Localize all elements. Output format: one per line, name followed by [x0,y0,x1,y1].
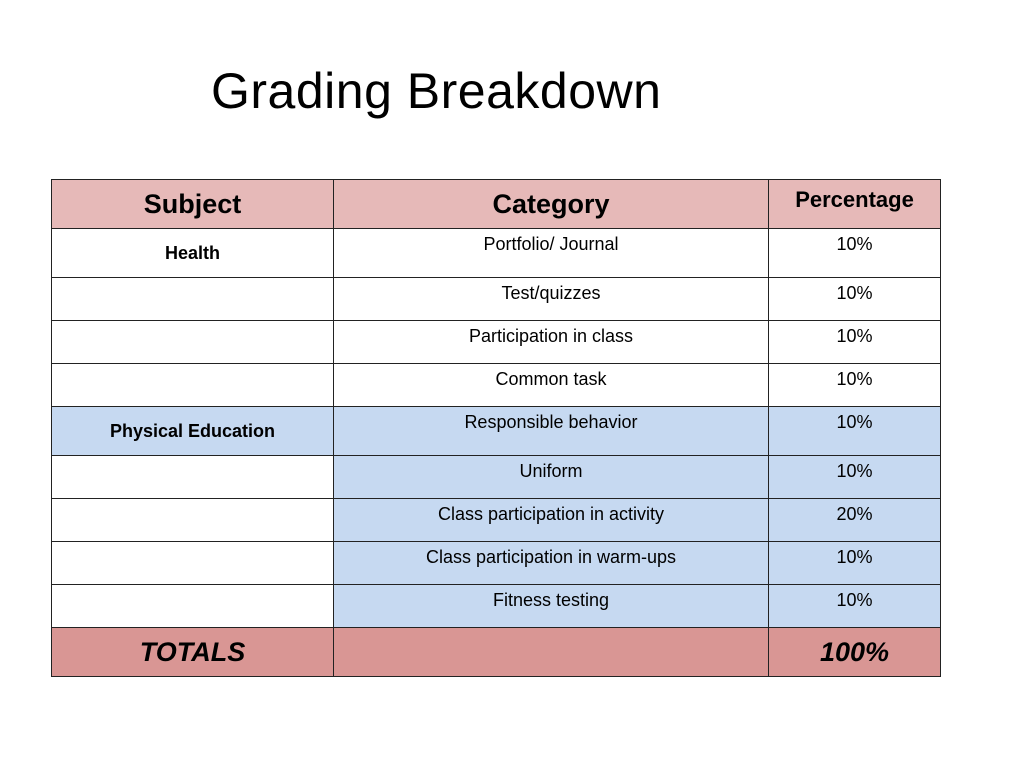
percentage-cell: 10% [768,455,941,499]
percentage-cell: 10% [768,320,941,364]
table-row: Test/quizzes 10% [51,277,941,321]
subject-cell [51,455,334,499]
table-row: Health Portfolio/ Journal 10% [51,228,941,278]
category-cell: Class participation in activity [333,498,769,542]
category-cell: Fitness testing [333,584,769,628]
table-row: Uniform 10% [51,455,941,499]
table-row: Fitness testing 10% [51,584,941,628]
category-cell: Responsible behavior [333,406,769,456]
totals-label: TOTALS [51,627,334,677]
category-cell: Participation in class [333,320,769,364]
subject-cell [51,320,334,364]
category-cell: Uniform [333,455,769,499]
header-percentage: Percentage [768,179,941,229]
header-category: Category [333,179,769,229]
totals-row: TOTALS 100% [51,627,941,677]
percentage-cell: 10% [768,228,941,278]
header-subject: Subject [51,179,334,229]
percentage-cell: 10% [768,541,941,585]
subject-cell [51,363,334,407]
table-row: Physical Education Responsible behavior … [51,406,941,456]
category-cell: Test/quizzes [333,277,769,321]
subject-cell [51,541,334,585]
percentage-cell: 10% [768,277,941,321]
category-cell: Common task [333,363,769,407]
percentage-cell: 10% [768,406,941,456]
totals-percentage: 100% [768,627,941,677]
category-cell: Class participation in warm-ups [333,541,769,585]
percentage-cell: 20% [768,498,941,542]
subject-cell: Health [51,228,334,278]
subject-cell [51,277,334,321]
subject-cell [51,498,334,542]
subject-cell: Physical Education [51,406,334,456]
page-title: Grading Breakdown [211,63,662,119]
grading-table: Subject Category Percentage Health Portf… [51,179,941,677]
table-row: Class participation in warm-ups 10% [51,541,941,585]
subject-cell [51,584,334,628]
percentage-cell: 10% [768,584,941,628]
table-row: Participation in class 10% [51,320,941,364]
category-cell: Portfolio/ Journal [333,228,769,278]
table-header-row: Subject Category Percentage [51,179,941,229]
table-row: Class participation in activity 20% [51,498,941,542]
totals-category [333,627,769,677]
table-row: Common task 10% [51,363,941,407]
percentage-cell: 10% [768,363,941,407]
